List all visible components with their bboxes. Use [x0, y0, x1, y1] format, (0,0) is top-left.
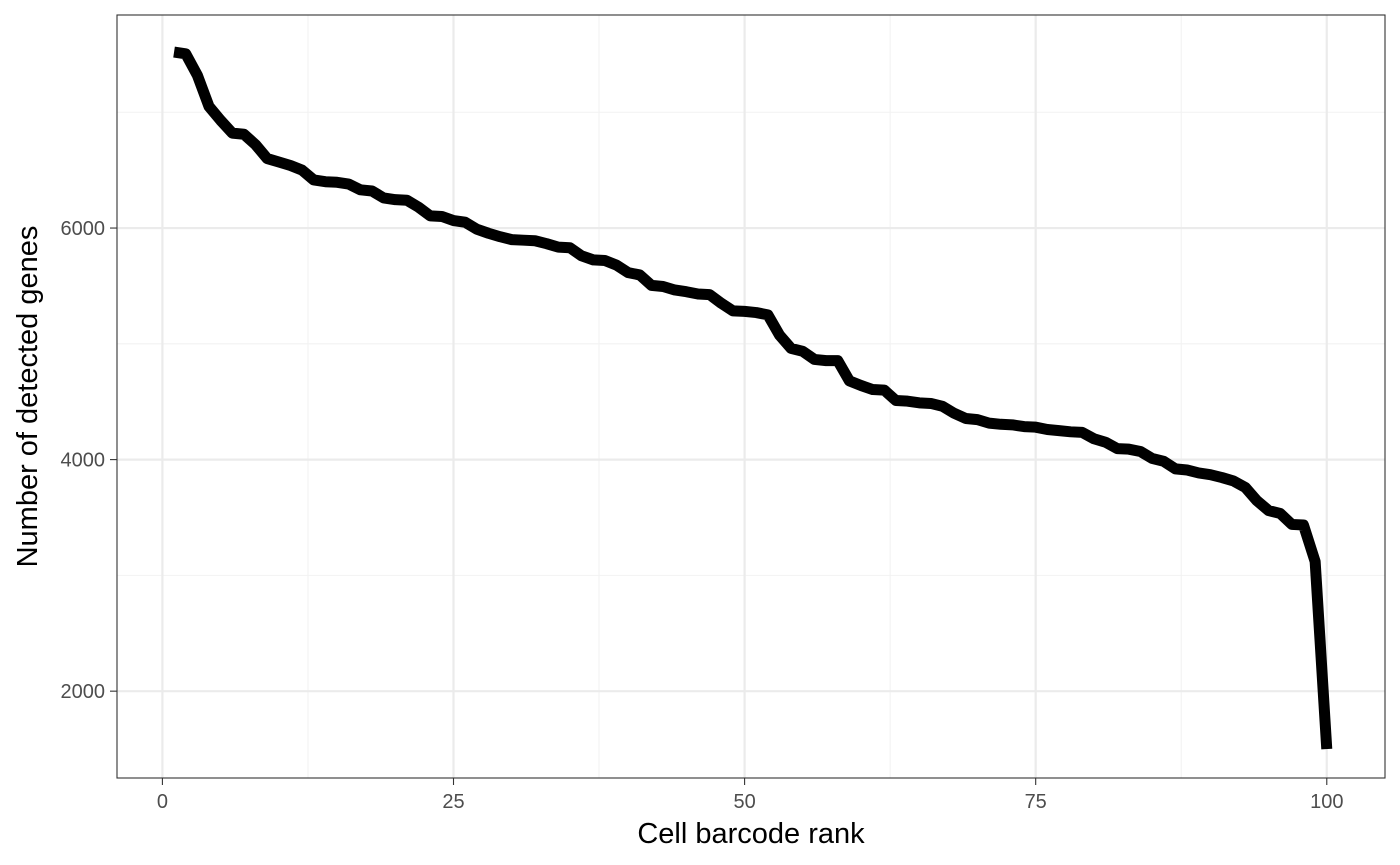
major-gridlines [117, 15, 1385, 778]
y-axis: 2000 4000 6000 [61, 218, 117, 703]
x-tick-label: 50 [733, 791, 755, 813]
x-tick-label: 75 [1025, 791, 1047, 813]
x-tick-label: 0 [157, 791, 168, 813]
series-line [173, 46, 1333, 750]
plot-panel-background [117, 15, 1385, 778]
y-tick-label: 2000 [61, 681, 106, 703]
minor-gridlines [117, 15, 1385, 778]
x-axis: 0 25 50 75 100 [157, 778, 1343, 813]
y-axis-title: Number of detected genes [12, 226, 44, 568]
plot-panel-border [116, 14, 1386, 779]
y-tick-label: 6000 [61, 218, 106, 240]
series-layer [173, 46, 1333, 750]
x-axis-title: Cell barcode rank [637, 818, 865, 850]
y-tick-label: 4000 [61, 450, 106, 472]
x-tick-label: 25 [442, 791, 464, 813]
x-tick-label: 100 [1310, 791, 1343, 813]
